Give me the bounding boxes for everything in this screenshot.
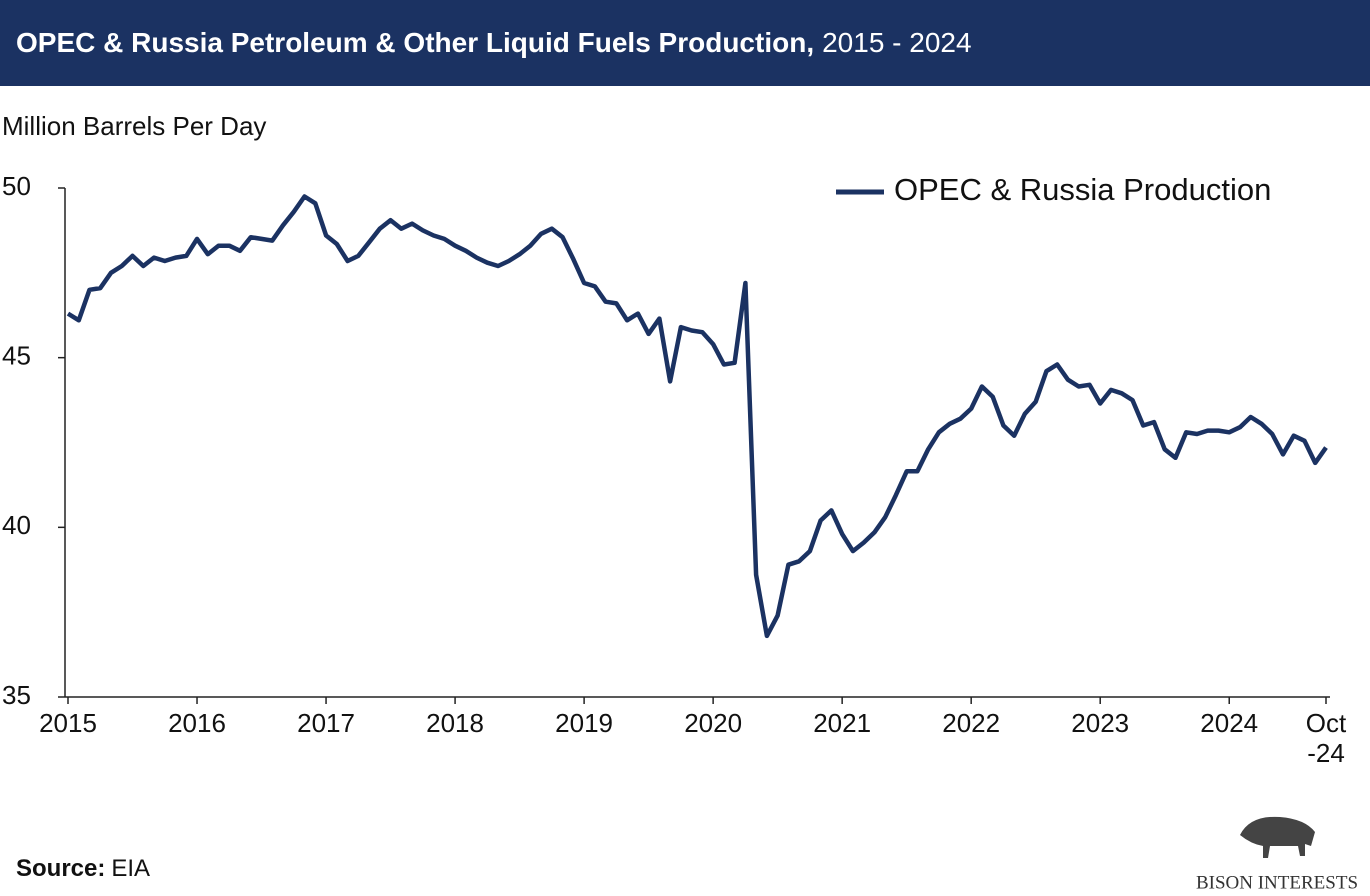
- logo-text: BISON INTERESTS: [1196, 872, 1358, 893]
- subtitle: 2015 - 2024: [822, 27, 971, 58]
- x-tick-label: 2020: [684, 708, 743, 738]
- series-line: [66, 194, 1328, 639]
- source-value: EIA: [111, 855, 150, 882]
- x-tick-label: 2017: [297, 708, 355, 738]
- x-tick-label: 2018: [426, 708, 484, 738]
- x-tick-label: 2016: [168, 708, 226, 738]
- x-tick-label: Oct -24: [1305, 708, 1347, 768]
- logo-icon: [1240, 816, 1315, 858]
- y-tick-label: 40: [2, 510, 31, 540]
- source-label: Source:: [16, 855, 105, 882]
- y-tick-label: 35: [2, 680, 31, 710]
- y-tick-label: 45: [2, 341, 31, 371]
- x-tick-label: 2015: [39, 708, 97, 738]
- x-tick-label: 2024: [1200, 708, 1259, 738]
- x-tick-label: 2022: [942, 708, 1001, 738]
- x-tick-label: 2019: [555, 708, 614, 738]
- y-tick-label: 50: [2, 171, 31, 201]
- chart-title: OPEC & Russia Petroleum & Other Liquid F…: [16, 27, 972, 58]
- y-axis-label: Million Barrels Per Day: [2, 111, 266, 141]
- header-band: [0, 0, 1370, 86]
- source: Source: EIA: [16, 855, 150, 882]
- legend-label: OPEC & Russia Production: [894, 172, 1271, 207]
- x-tick-label: 2023: [1071, 708, 1130, 738]
- title: OPEC & Russia Petroleum & Other Liquid F…: [16, 27, 814, 58]
- x-tick-label: 2021: [813, 708, 872, 738]
